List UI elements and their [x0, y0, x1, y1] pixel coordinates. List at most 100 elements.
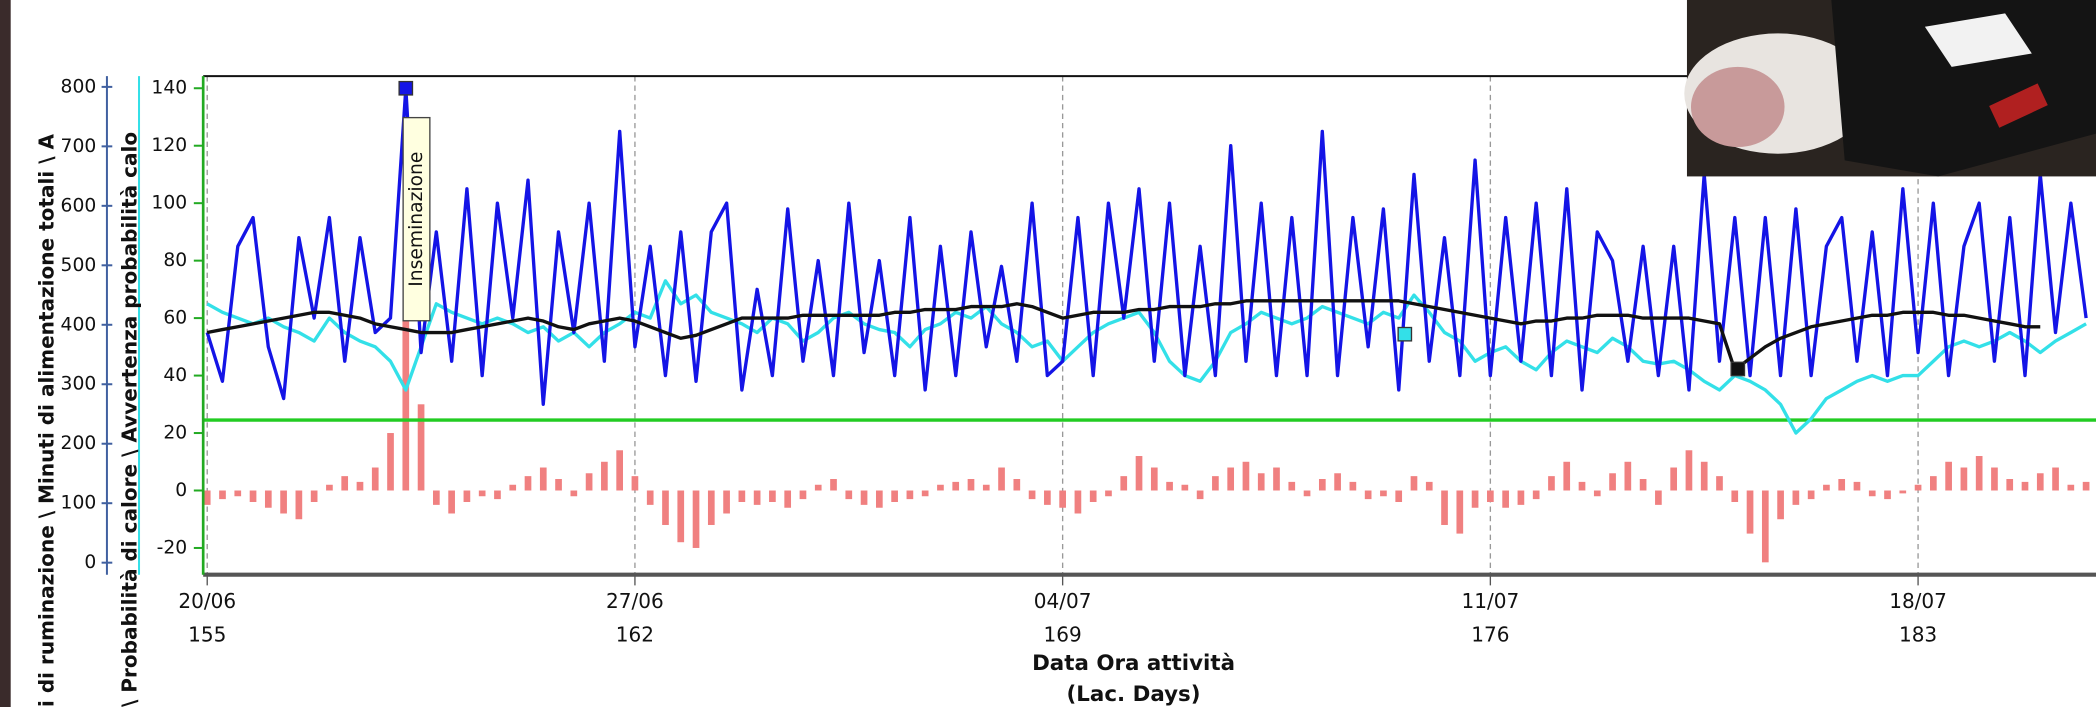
bar [1028, 490, 1036, 500]
photo-shape [1924, 13, 2032, 67]
bar [219, 490, 226, 500]
bar [1288, 481, 1296, 491]
bar [662, 490, 669, 525]
bar [1930, 476, 1937, 491]
y-tick-label: 80 [163, 250, 187, 271]
bar [1548, 476, 1555, 491]
bar [952, 481, 960, 491]
marker [1397, 326, 1413, 342]
bar [784, 490, 792, 508]
x-tick-label-secondary: 162 [616, 623, 654, 647]
bar [539, 467, 547, 491]
bar [264, 490, 272, 508]
bar [478, 490, 486, 497]
x-tick-label: 18/07 [1889, 589, 1947, 613]
bar [509, 484, 517, 491]
bar [1884, 490, 1891, 500]
bar [1563, 461, 1571, 491]
bar [1135, 456, 1143, 491]
x-tick-label-secondary: 169 [1044, 623, 1082, 647]
y-tick-label: 100 [151, 193, 187, 214]
x-tick-label-secondary: 176 [1471, 623, 1509, 647]
bar [1853, 481, 1861, 491]
y-tick-label: 140 [151, 78, 187, 99]
bar [1532, 490, 1540, 500]
bar [1349, 481, 1357, 491]
x-tick-label: 20/06 [178, 589, 236, 613]
y2-tick-label: 400 [61, 314, 97, 335]
bar [2052, 467, 2059, 491]
bar [555, 479, 562, 491]
y-tick-label: 20 [163, 423, 187, 444]
bar [1425, 481, 1433, 491]
x-tick-label-secondary: 183 [1899, 623, 1937, 647]
plot-area [203, 76, 2096, 575]
y2-tick-label: 100 [61, 493, 97, 514]
bar [1334, 473, 1341, 491]
bar [1089, 490, 1097, 502]
bar [1609, 473, 1616, 491]
annotation: Inseminazione [406, 152, 427, 287]
bar [707, 490, 715, 525]
window-edge [0, 0, 11, 707]
bar [1441, 490, 1448, 525]
bar [1807, 490, 1815, 500]
bar [249, 490, 257, 502]
bar [1639, 479, 1647, 491]
bar [1945, 461, 1952, 491]
bar [1044, 490, 1051, 505]
bar [448, 490, 455, 514]
bar [1120, 476, 1128, 491]
bar [1166, 481, 1173, 491]
photo-collar [1989, 83, 2048, 128]
bar [1410, 476, 1418, 491]
x-axis-title: Data Ora attività [1032, 651, 1235, 676]
y2-tick-label: 200 [61, 433, 97, 454]
bar [1914, 484, 1922, 491]
bar [830, 479, 837, 491]
x-tick-label: 27/06 [606, 589, 664, 613]
x-tick-label-secondary: 155 [188, 623, 226, 647]
bar [1746, 490, 1754, 534]
bar [860, 490, 868, 505]
bar [1242, 461, 1250, 491]
bar [891, 490, 898, 502]
bar [356, 481, 364, 491]
y2-tick-label: 300 [61, 374, 97, 395]
bar [1181, 484, 1189, 491]
bar [341, 476, 349, 491]
bar [1960, 467, 1968, 491]
bar [402, 320, 410, 491]
bar [738, 490, 746, 502]
series-line [205, 86, 2088, 406]
bar [1731, 490, 1739, 502]
bar [524, 476, 532, 491]
bar [2082, 481, 2090, 491]
bar [1105, 490, 1112, 497]
bar [906, 490, 914, 500]
bar [692, 490, 700, 548]
y-tick-label: -20 [157, 537, 188, 558]
bar [1059, 490, 1066, 508]
bar [417, 404, 425, 491]
y2-tick-label: 500 [61, 255, 97, 276]
bar [463, 490, 471, 502]
bar [1700, 461, 1708, 491]
y2-tick-label: 800 [61, 76, 97, 97]
bar [753, 490, 761, 505]
bar [1150, 467, 1158, 491]
bar [1975, 456, 1983, 491]
bar [494, 490, 501, 500]
y-tick-label: 40 [163, 365, 187, 386]
bar [1196, 490, 1204, 500]
bar [1761, 490, 1769, 563]
bar [723, 490, 730, 514]
bar [1655, 490, 1662, 505]
bar [2006, 479, 2014, 491]
bar [295, 490, 303, 520]
photo [1684, 0, 2096, 177]
bar [1074, 490, 1082, 514]
bar [998, 467, 1005, 491]
bar [646, 490, 654, 505]
